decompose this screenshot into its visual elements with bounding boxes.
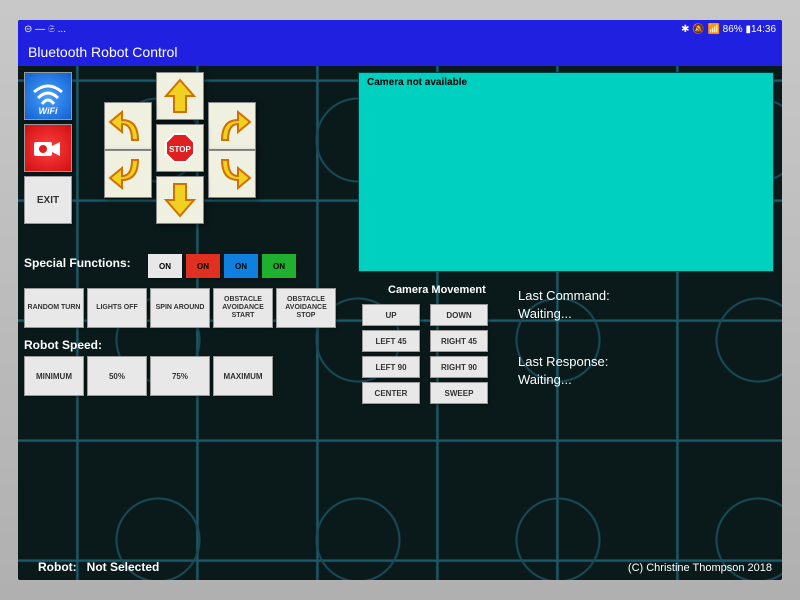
special-toggle-row: ONONONON xyxy=(148,254,296,278)
app-title: Bluetooth Robot Control xyxy=(28,44,177,60)
camera-movement-grid: UP DOWN LEFT 45 RIGHT 45 LEFT 90 RIGHT 90 CENT… xyxy=(362,304,488,404)
camera-move-left-90[interactable]: LEFT 90 xyxy=(362,356,420,378)
arrow-up-icon xyxy=(160,76,200,116)
arrow-down-icon xyxy=(160,180,200,220)
record-button[interactable] xyxy=(24,124,72,172)
speed-button-1[interactable]: 50% xyxy=(87,356,147,396)
func-button-3[interactable]: OBSTACLE AVOIDANCE START xyxy=(213,288,273,328)
arrow-curve-left-down-icon xyxy=(108,154,148,194)
camera-move-right-90[interactable]: RIGHT 90 xyxy=(430,356,488,378)
camera-move-right-45[interactable]: RIGHT 45 xyxy=(430,330,488,352)
arrow-curve-right-up-icon xyxy=(212,106,252,146)
stop-button[interactable]: STOP xyxy=(156,124,204,172)
back-left-button[interactable] xyxy=(104,150,152,198)
speed-button-0[interactable]: MINIMUM xyxy=(24,356,84,396)
special-toggle-1[interactable]: ON xyxy=(186,254,220,278)
app-title-bar: Bluetooth Robot Control xyxy=(18,38,782,66)
forward-right-button[interactable] xyxy=(208,102,256,150)
exit-button[interactable]: EXIT xyxy=(24,176,72,224)
back-right-button[interactable] xyxy=(208,150,256,198)
camera-move-up[interactable]: UP xyxy=(362,304,420,326)
special-functions-label: Special Functions: xyxy=(24,256,131,270)
special-toggle-0[interactable]: ON xyxy=(148,254,182,278)
robot-label: Robot: xyxy=(38,560,77,574)
svg-text:WiFi: WiFi xyxy=(39,106,58,116)
wifi-button[interactable]: WiFi xyxy=(24,72,72,120)
func-button-4[interactable]: OBSTACLE AVOIDANCE STOP xyxy=(276,288,336,328)
special-toggle-2[interactable]: ON xyxy=(224,254,258,278)
speed-button-3[interactable]: MAXIMUM xyxy=(213,356,273,396)
copyright: (C) Christine Thompson 2018 xyxy=(628,562,772,574)
camera-move-left-45[interactable]: LEFT 45 xyxy=(362,330,420,352)
camera-move-down[interactable]: DOWN xyxy=(430,304,488,326)
func-button-1[interactable]: LIGHTS OFF xyxy=(87,288,147,328)
arrow-curve-right-down-icon xyxy=(212,154,252,194)
camera-view: Camera not available xyxy=(358,72,774,272)
status-right: ✱ 🔕 📶 86% ▮14:36 xyxy=(681,24,776,35)
last-command-label: Last Command: xyxy=(518,288,610,303)
arrow-curve-left-up-icon xyxy=(108,106,148,146)
stop-sign-icon: STOP xyxy=(160,128,200,168)
camera-status-label: Camera not available xyxy=(367,77,467,88)
robot-speed-label: Robot Speed: xyxy=(24,338,102,352)
camera-move-sweep[interactable]: SWEEP xyxy=(430,382,488,404)
robot-status: Robot: Not Selected xyxy=(38,560,159,574)
direction-pad: STOP xyxy=(78,72,288,242)
camera-record-icon xyxy=(30,130,66,166)
special-toggle-3[interactable]: ON xyxy=(262,254,296,278)
robot-value: Not Selected xyxy=(87,560,160,574)
last-response-label: Last Response: xyxy=(518,354,608,369)
forward-button[interactable] xyxy=(156,72,204,120)
speed-button-2[interactable]: 75% xyxy=(150,356,210,396)
camera-movement-label: Camera Movement xyxy=(388,284,486,296)
speed-row: MINIMUM50%75%MAXIMUM xyxy=(24,356,273,396)
last-response-value: Waiting... xyxy=(518,372,572,387)
status-bar: ⊝ — 𝔖 ... ✱ 🔕 📶 86% ▮14:36 xyxy=(18,20,782,38)
forward-left-button[interactable] xyxy=(104,102,152,150)
special-func-row: RANDOM TURNLIGHTS OFFSPIN AROUNDOBSTACLE… xyxy=(24,288,336,328)
status-left: ⊝ — 𝔖 ... xyxy=(24,24,66,35)
last-command-value: Waiting... xyxy=(518,306,572,321)
svg-text:STOP: STOP xyxy=(169,145,191,154)
backward-button[interactable] xyxy=(156,176,204,224)
wifi-icon: WiFi xyxy=(28,76,68,116)
func-button-2[interactable]: SPIN AROUND xyxy=(150,288,210,328)
func-button-0[interactable]: RANDOM TURN xyxy=(24,288,84,328)
camera-move-center[interactable]: CENTER xyxy=(362,382,420,404)
